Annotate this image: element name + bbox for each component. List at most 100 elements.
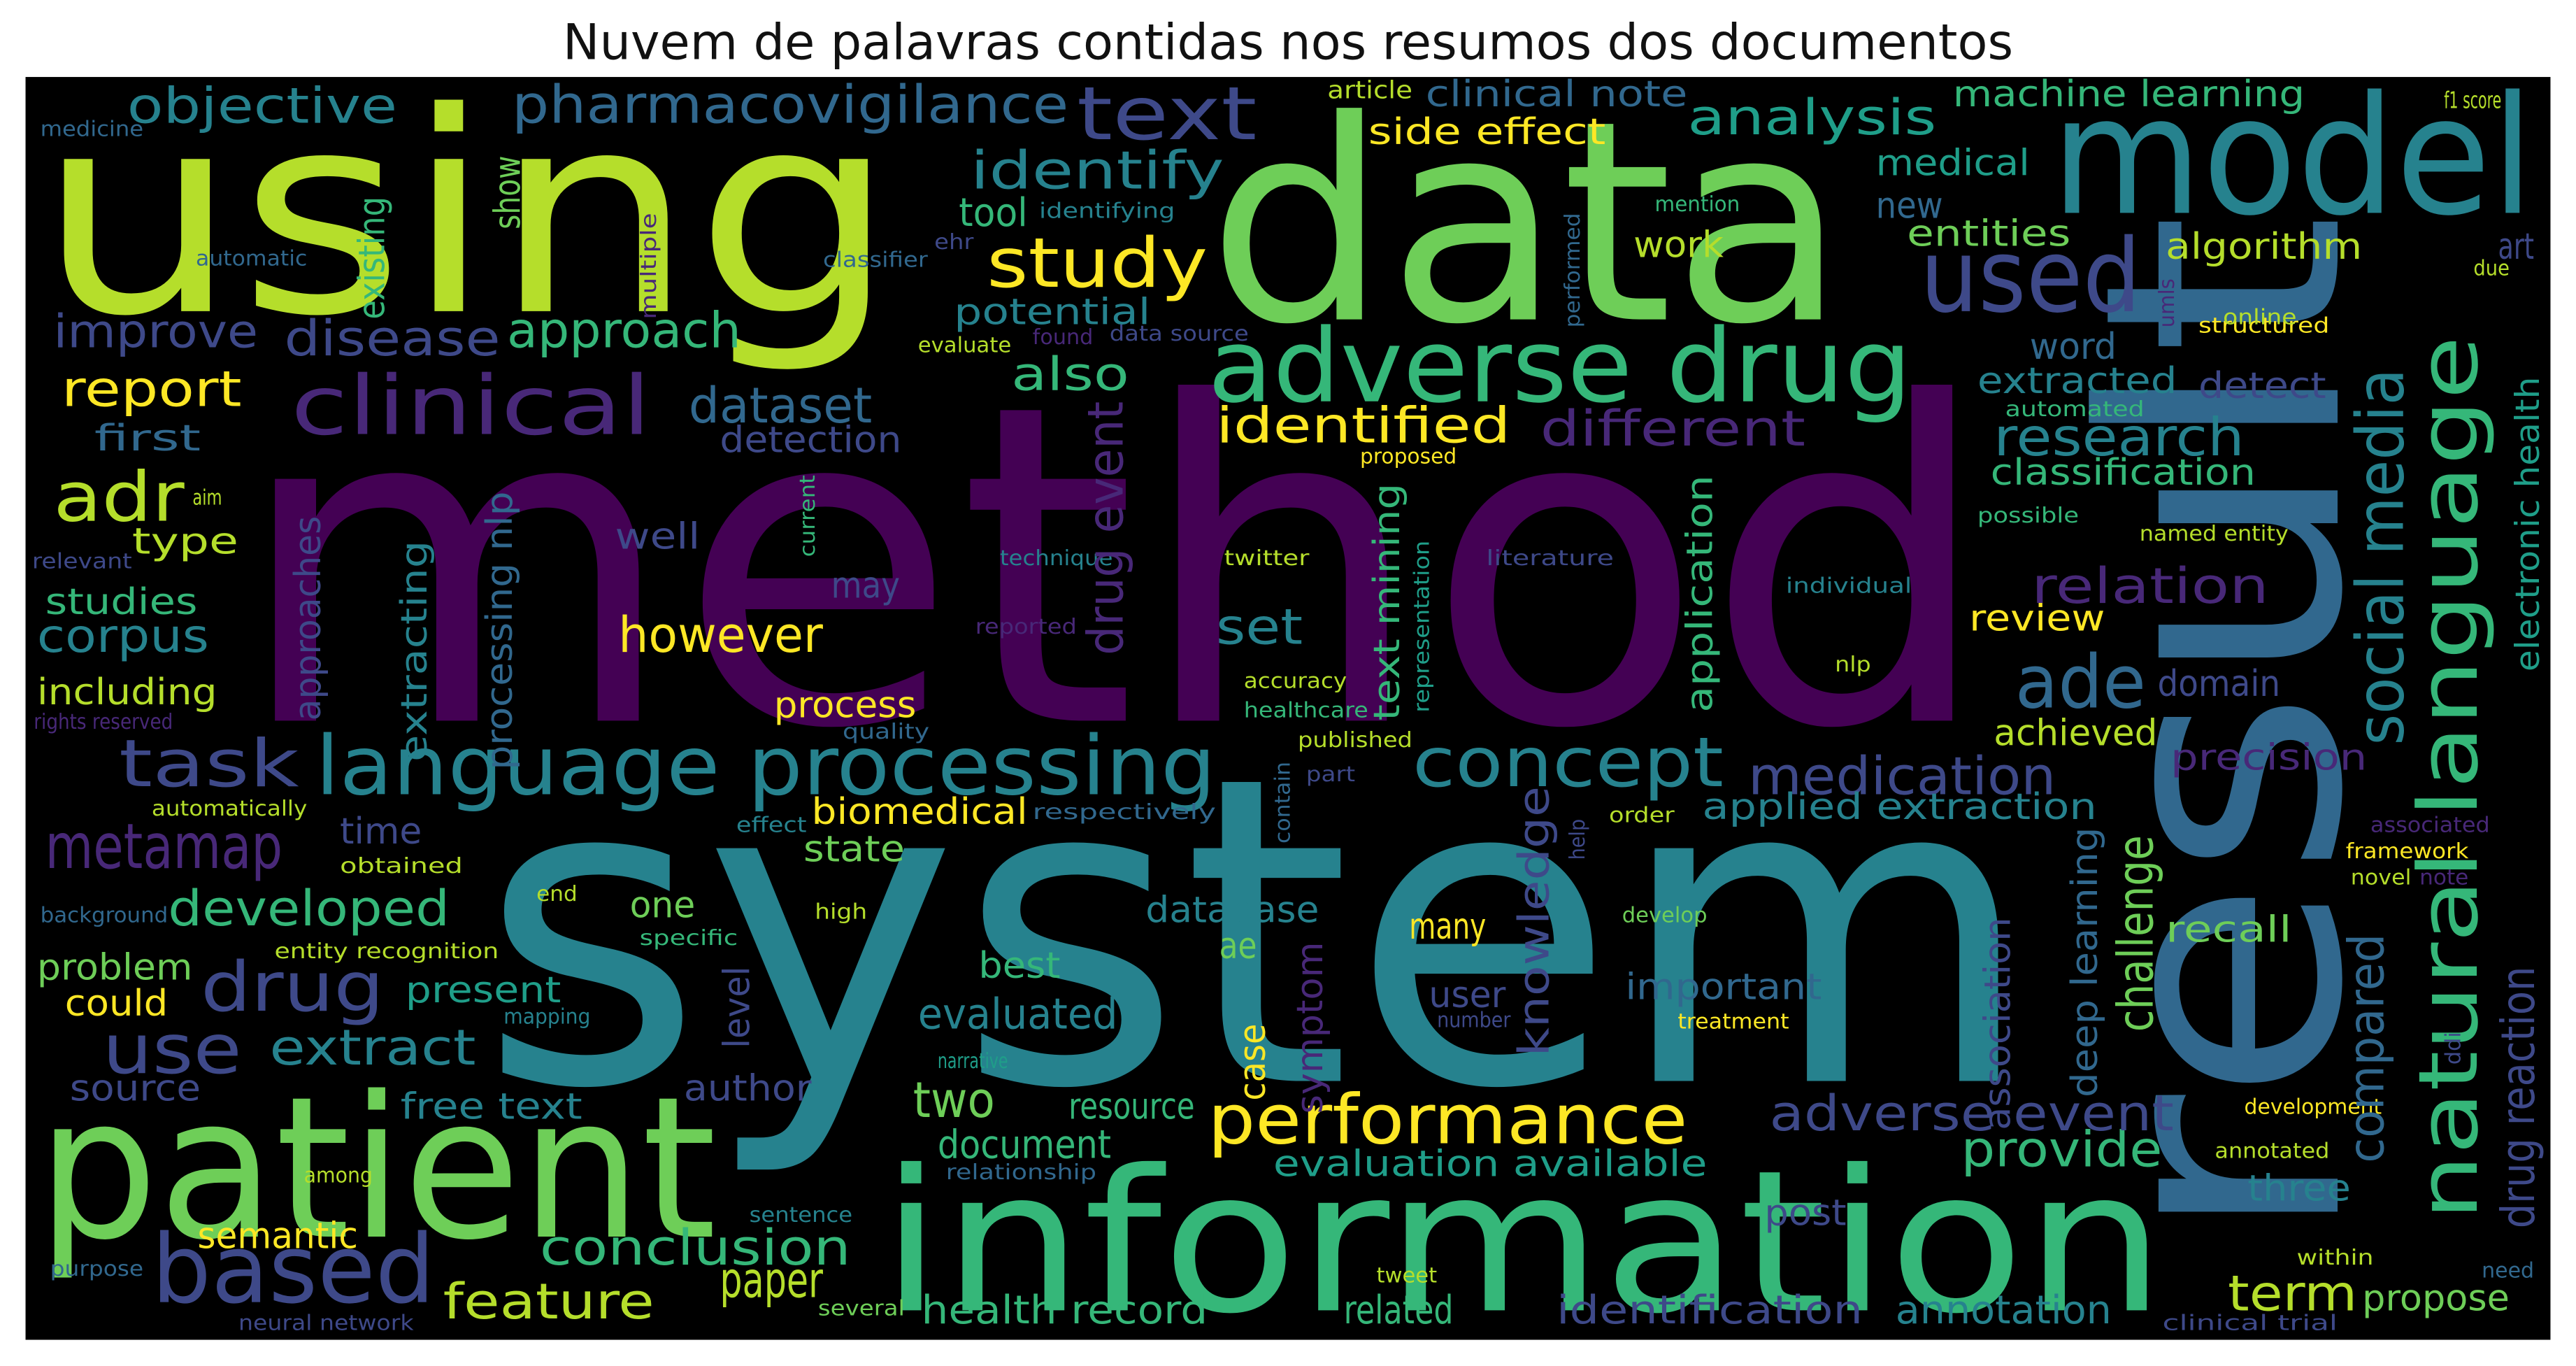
word: disease	[285, 310, 501, 367]
word: domain	[2157, 663, 2280, 705]
word: present	[406, 969, 561, 1011]
word: natural language	[2400, 336, 2496, 1221]
word: automatic	[196, 246, 307, 271]
word: found	[1033, 325, 1094, 350]
word: also	[1011, 348, 1129, 401]
word: ade	[2015, 639, 2146, 725]
word: multiple	[637, 213, 661, 319]
word: develop	[1622, 903, 1708, 927]
word: related	[1344, 1288, 1454, 1333]
word: medicine	[41, 117, 144, 141]
word: aim	[192, 485, 222, 510]
word: applied extraction	[1702, 786, 2096, 828]
word: associated	[2370, 813, 2490, 838]
word: relevant	[32, 550, 132, 574]
word: user	[1429, 974, 1506, 1016]
word: compared	[2338, 934, 2396, 1163]
word: online	[2223, 306, 2296, 330]
chart-title: Nuvem de palavras contidas nos resumos d…	[563, 13, 2013, 71]
word: could	[65, 983, 169, 1025]
word: term	[2228, 1265, 2357, 1322]
word: high	[815, 900, 867, 925]
word: text	[1077, 71, 1257, 157]
word: important	[1625, 966, 1822, 1008]
word: approach	[507, 301, 741, 359]
word: different	[1540, 400, 1805, 457]
word: identification	[1557, 1288, 1863, 1333]
word: social media	[2343, 369, 2419, 746]
word: language processing	[315, 718, 1216, 814]
word: task	[119, 726, 299, 802]
word: treatment	[1677, 1010, 1789, 1034]
word: novel	[2351, 866, 2412, 890]
word: article	[1327, 76, 1412, 105]
word: twitter	[1224, 546, 1310, 571]
word: study	[987, 224, 1208, 304]
word: sentence	[750, 1203, 853, 1228]
word: electronic health	[2510, 377, 2547, 672]
word: result	[2034, 213, 2415, 1244]
word: state	[803, 829, 905, 871]
word: level	[717, 967, 759, 1048]
word: detection	[720, 419, 901, 461]
word: biomedical	[812, 791, 1028, 833]
word: however	[618, 606, 823, 664]
word: author	[684, 1068, 813, 1110]
word: time	[340, 811, 422, 853]
word: method	[234, 311, 1994, 825]
word: current	[796, 475, 820, 557]
word: medication	[1748, 746, 2056, 807]
cloud-background	[25, 77, 2551, 1340]
word: information	[880, 1128, 2166, 1357]
word: specific	[640, 926, 738, 951]
word: end	[536, 882, 578, 906]
word: developed	[168, 880, 450, 937]
word: free text	[401, 1086, 582, 1127]
word: approaches	[287, 516, 329, 721]
word: well	[615, 515, 701, 557]
word: part	[1306, 762, 1355, 787]
word: achieved	[1994, 712, 2157, 754]
word: narrative	[938, 1049, 1008, 1074]
word: model	[2051, 62, 2534, 252]
word: type	[132, 521, 238, 563]
word: extract	[269, 1019, 475, 1076]
word: side effect	[1368, 111, 1606, 153]
word: purpose	[50, 1257, 143, 1281]
word: may	[831, 565, 900, 607]
word: processing nlp	[479, 492, 521, 770]
word: mapping	[503, 1005, 590, 1030]
word: proposed	[1360, 445, 1457, 469]
word: performed	[1561, 213, 1585, 327]
word: need	[2482, 1259, 2534, 1283]
word: identifying	[1039, 199, 1175, 223]
word: nlp	[1835, 653, 1871, 677]
word: art	[2498, 226, 2535, 268]
word: algorithm	[2166, 226, 2362, 268]
word: research	[1994, 406, 2244, 468]
word: feature	[443, 1273, 654, 1330]
word: case	[1232, 1024, 1274, 1101]
word: association	[1977, 917, 2019, 1130]
word: drug reaction	[2492, 967, 2545, 1229]
word: reported	[975, 615, 1077, 639]
word: precision	[2170, 737, 2367, 779]
word: classifier	[823, 248, 928, 273]
word: propose	[2362, 1277, 2510, 1319]
word: first	[94, 418, 201, 460]
word: ae	[1219, 925, 1257, 967]
word: relation	[2031, 557, 2269, 615]
word: entities	[1907, 213, 2070, 255]
word: existing	[351, 197, 393, 320]
word: development	[2245, 1095, 2382, 1119]
word: structured	[2198, 313, 2329, 338]
word: f1 score	[2444, 87, 2501, 114]
word: show	[487, 155, 529, 229]
word: word	[2030, 326, 2117, 368]
word: tweet	[1376, 1264, 1437, 1288]
word: process	[774, 685, 917, 727]
word: extracted	[1977, 360, 2177, 402]
word: several	[818, 1296, 905, 1321]
word: patient	[37, 1055, 717, 1283]
word: document	[938, 1123, 1111, 1168]
